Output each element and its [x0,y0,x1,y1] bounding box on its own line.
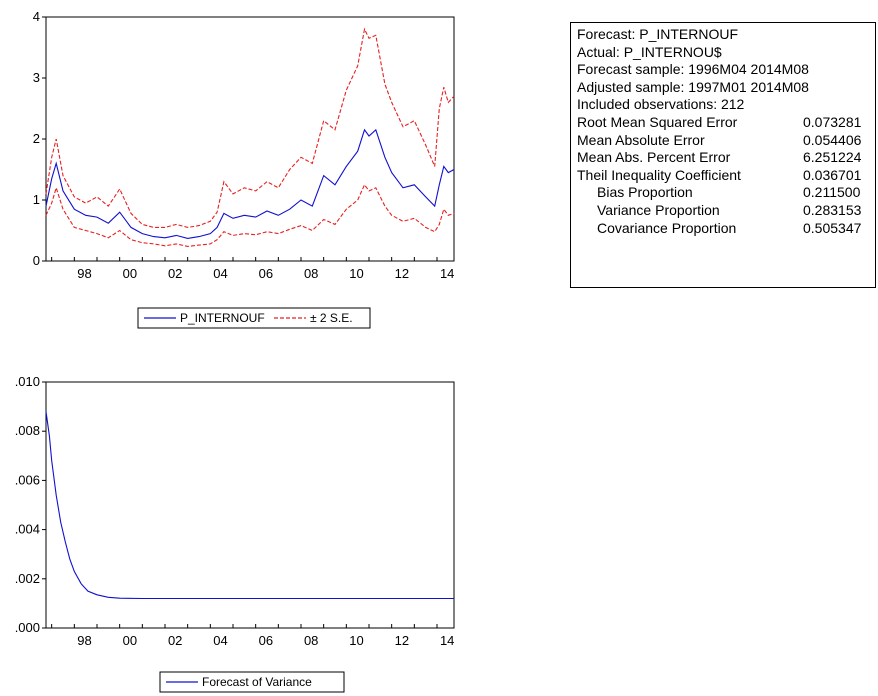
y-tick-label: .006 [15,472,40,487]
x-tick-label: 10 [349,633,363,648]
stat-label: Root Mean Squared Error [577,113,738,130]
x-tick-label: 00 [123,266,137,281]
plot-frame [45,16,455,262]
stat-row-theil: Theil Inequality Coefficient 0.036701 [577,167,875,185]
x-tick-label: 04 [213,633,227,648]
stat-row-rmse: Root Mean Squared Error 0.073281 [577,114,875,132]
x-tick-label: 12 [395,633,409,648]
stat-value: 0.073281 [803,113,862,130]
stat-value: 0.505347 [803,219,862,236]
stat-forecast-line: Forecast: P_INTERNOUF [577,26,739,42]
y-tick-label: 0 [33,253,40,268]
y-tick-label: 2 [33,131,40,146]
stat-adjusted-sample-line: Adjusted sample: 1997M01 2014M08 [577,78,809,95]
y-tick-label: .008 [15,423,40,438]
x-tick-label: 08 [304,266,318,281]
stat-value: 0.036701 [803,166,862,183]
variance-chart: .000 .002 .004 .006 .008 .010 98 00 02 04 06 08 10 12… [15,374,455,693]
x-tick-label: 14 [440,633,454,648]
x-tick-label: 98 [77,266,91,281]
x-tick-label: 02 [168,633,182,648]
stat-actual-line: Actual: P_INTERNOU$ [577,43,722,60]
x-tick-label: 10 [349,266,363,281]
series-line [45,183,455,247]
x-tick-label: 02 [168,266,182,281]
stat-label: Variance Proportion [597,201,720,218]
stat-value: 6.251224 [803,149,862,166]
series-line [45,411,454,600]
legend-label: P_INTERNOUF [180,311,265,325]
stat-value: 0.283153 [803,201,862,218]
y-tick-label: 4 [33,9,40,24]
legend-box [137,307,371,329]
stat-row-bias: Bias Proportion 0.211500 [577,184,875,202]
stat-label: Covariance Proportion [597,219,737,236]
stat-row-variance: Variance Proportion 0.283153 [577,202,875,220]
y-tick-label: .000 [15,620,40,635]
stat-label: Mean Abs. Percent Error [577,149,731,166]
stat-forecast-sample-line: Forecast sample: 1996M04 2014M08 [577,61,809,78]
stat-observations-line: Included observations: 212 [577,96,745,113]
legend-label: Forecast of Variance [202,675,312,689]
stat-label: Mean Absolute Error [577,131,705,148]
x-tick-label: 12 [395,266,409,281]
y-tick-label: .002 [15,571,40,586]
stat-label: Theil Inequality Coefficient [577,166,741,183]
y-tick-label: 1 [33,192,40,207]
x-tick-label: 00 [123,633,137,648]
plot-frame [45,381,455,629]
x-tick-label: 08 [304,633,318,648]
x-tick-label: 98 [77,633,91,648]
stat-row-mape: Mean Abs. Percent Error 6.251224 [577,149,875,167]
series-line [45,27,455,228]
stat-value: 0.054406 [803,131,862,148]
y-tick-label: .004 [15,522,40,537]
stat-row-covariance: Covariance Proportion 0.505347 [577,220,875,238]
stat-value: 0.211500 [803,184,861,201]
stat-row-mae: Mean Absolute Error 0.054406 [577,132,875,150]
x-tick-label: 14 [440,266,454,281]
stat-label: Bias Proportion [597,184,693,201]
x-tick-label: 06 [259,266,273,281]
forecast-statistics-table: Forecast: P_INTERNOUF Actual: P_INTERNOU… [570,22,876,288]
series-line [45,128,455,239]
y-tick-label: .010 [15,374,40,389]
x-tick-label: 04 [213,266,227,281]
legend-label: ± 2 S.E. [310,311,353,325]
y-tick-label: 3 [33,70,40,85]
legend-box [159,671,345,693]
x-tick-label: 06 [259,633,273,648]
